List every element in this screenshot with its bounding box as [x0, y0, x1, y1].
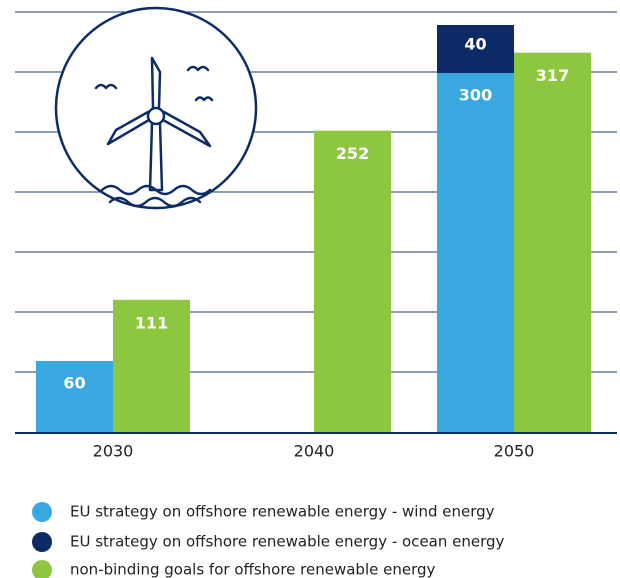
bar: [437, 73, 514, 433]
legend-label: EU strategy on offshore renewable energy…: [70, 533, 505, 551]
data-label: 60: [63, 374, 85, 393]
bar: [314, 130, 391, 433]
data-label: 317: [536, 66, 569, 85]
legend-label: non-binding goals for offshore renewable…: [70, 561, 435, 578]
legend-label: EU strategy on offshore renewable energy…: [70, 503, 495, 521]
legend-swatch: [32, 502, 52, 522]
bar: [36, 361, 113, 433]
x-tick-label: 2050: [494, 442, 535, 461]
data-label: 40: [464, 35, 486, 54]
bar: [514, 52, 591, 433]
turbine-icon: [54, 6, 258, 210]
data-label: 300: [459, 86, 492, 105]
legend-swatch: [32, 532, 52, 552]
data-label: 252: [336, 144, 369, 163]
legend-swatch: [32, 560, 52, 578]
bar: [437, 25, 514, 73]
data-label: 111: [135, 313, 168, 332]
x-tick-label: 2040: [294, 442, 335, 461]
x-tick-label: 2030: [93, 442, 134, 461]
bar: [113, 299, 190, 433]
